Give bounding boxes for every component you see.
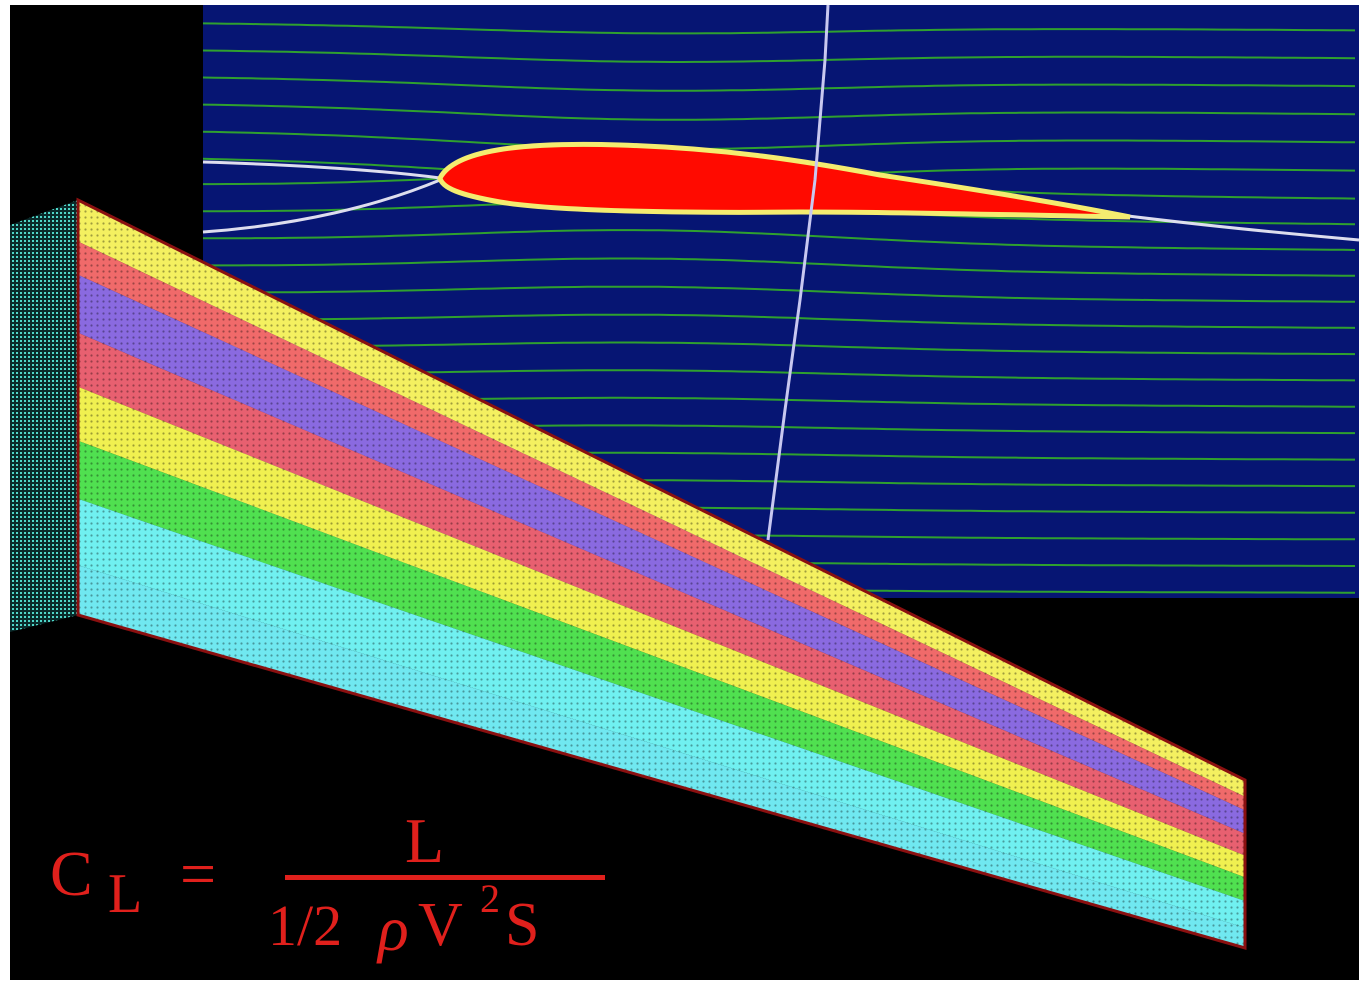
streamline <box>203 341 1356 356</box>
airfoil <box>437 141 1131 220</box>
streamline <box>203 257 1356 277</box>
wing-outline <box>76 197 1247 950</box>
formula-numerator: L <box>405 805 444 876</box>
formula-exponent: 2 <box>480 876 500 921</box>
streamline <box>203 285 1356 303</box>
lift-formula: C L = L 1/2 ρ V 2 S <box>50 805 605 964</box>
streamline <box>202 76 1356 92</box>
streamline <box>202 130 1356 151</box>
formula-coefficient: 1/2 <box>268 893 342 958</box>
wing-root-face <box>10 200 78 632</box>
formula-velocity: V <box>418 891 463 959</box>
fraction-bar <box>285 875 605 880</box>
streamline <box>202 49 1356 63</box>
formula-area: S <box>505 891 539 959</box>
formula-density: ρ <box>376 893 409 964</box>
formula-subscript: L <box>108 863 142 925</box>
stagnation-streamline <box>202 160 1359 242</box>
streamline <box>202 103 1356 121</box>
vertical-line <box>766 4 830 541</box>
streamline <box>202 22 1356 35</box>
formula-lhs: C <box>50 838 93 909</box>
streamline <box>203 229 1356 251</box>
streamline <box>203 313 1356 329</box>
formula-equals: = <box>180 838 216 909</box>
